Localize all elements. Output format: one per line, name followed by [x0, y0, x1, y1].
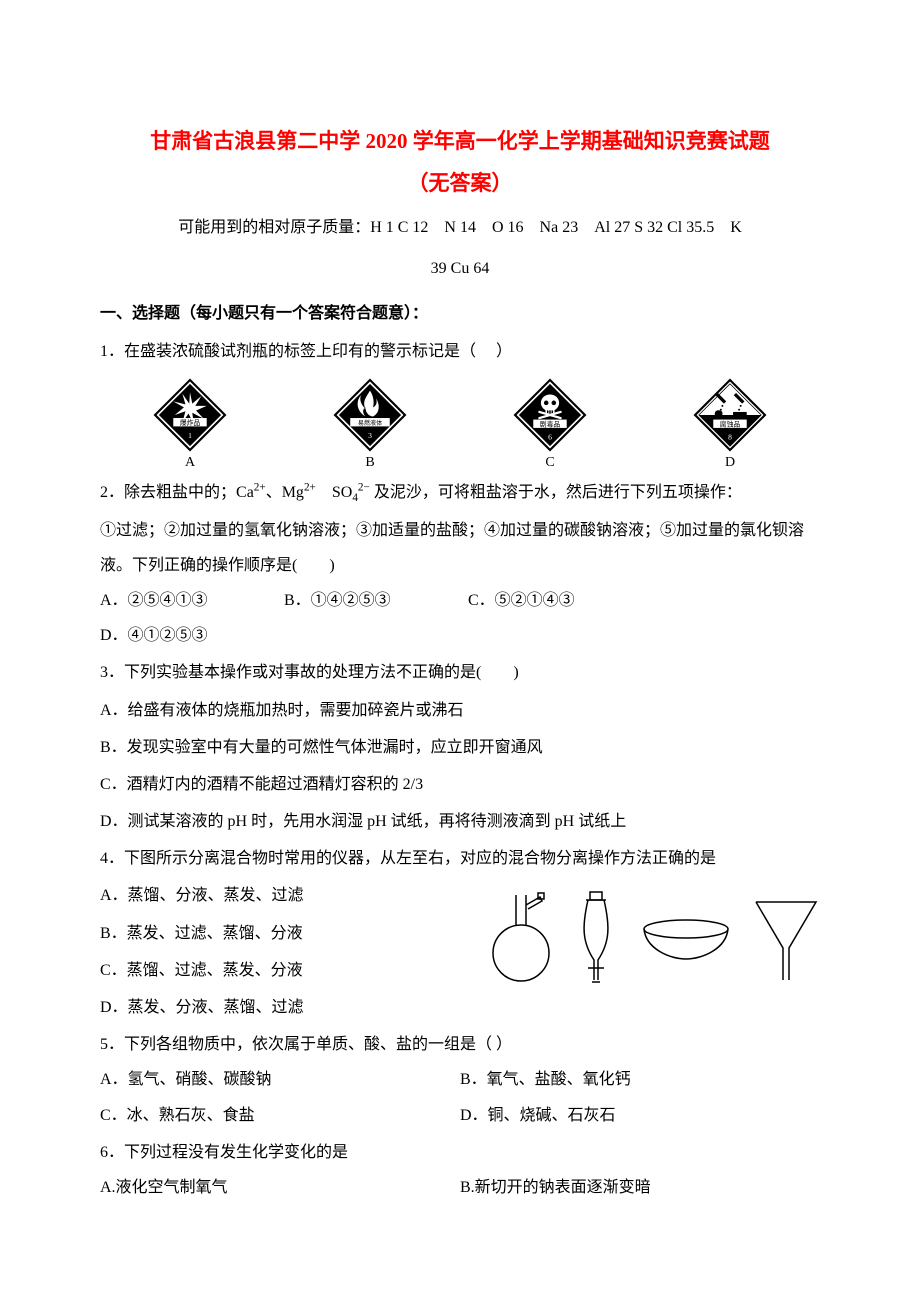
question-2: 2．除去粗盐中的；Ca2+、Mg2+ SO42− 及泥沙，可将粗盐溶于水，然后进…	[100, 475, 820, 511]
section-heading: 一、选择题（每小题只有一个答案符合题意）：	[100, 296, 820, 331]
question-2-line2: ①过滤；②加过量的氢氧化钠溶液；③加适量的盐酸；④加过量的碳酸钠溶液；⑤加过量的…	[100, 513, 820, 583]
sign-c-label: 剧毒品	[540, 419, 561, 428]
sign-c-num: 6	[548, 432, 552, 441]
q2-opt-b: B．①④②⑤③	[284, 583, 464, 618]
q2-opt-c: C．⑤②①④③	[468, 583, 648, 618]
q4-opt-a: A．蒸馏、分液、蒸发、过滤	[100, 878, 490, 913]
q5-opt-b: B．氧气、盐酸、氧化钙	[460, 1062, 820, 1097]
q2-formula: Ca2+、Mg2+ SO42−	[236, 484, 370, 501]
glassware-row	[490, 886, 820, 994]
sign-d-label: 腐蚀品	[720, 419, 741, 428]
question-3: 3．下列实验基本操作或对事故的处理方法不正确的是( )	[100, 655, 820, 690]
question-6: 6．下列过程没有发生化学变化的是	[100, 1135, 820, 1170]
atomic-mass-line2: 39 Cu 64	[100, 251, 820, 286]
q3-opt-c: C．酒精灯内的酒精不能超过酒精灯容积的 2/3	[100, 767, 820, 802]
sign-c-block: 剧毒品 6 C	[495, 377, 605, 471]
question-1: 1．在盛装浓硫酸试剂瓶的标签上印有的警示标记是（ ）	[100, 334, 820, 369]
q5-opt-a: A．氢气、硝酸、碳酸钠	[100, 1062, 460, 1097]
sign-b-block: 易燃液体 3 B	[315, 377, 425, 471]
sign-d-num: 8	[728, 432, 732, 441]
q2-prefix: 2．除去粗盐中的；	[100, 484, 236, 501]
toxic-sign-icon: 剧毒品 6	[512, 377, 588, 453]
q6-opt-a: A.液化空气制氧气	[100, 1170, 460, 1205]
sign-c-letter: C	[545, 455, 554, 471]
sign-b-letter: B	[365, 455, 374, 471]
q3-opt-b: B．发现实验室中有大量的可燃性气体泄漏时，应立即开窗通风	[100, 730, 820, 765]
q4-opt-b: B．蒸发、过滤、蒸馏、分液	[100, 916, 490, 951]
atomic-mass-line1: 可能用到的相对原子质量：H 1 C 12 N 14 O 16 Na 23 Al …	[100, 210, 820, 245]
separating-funnel-icon	[572, 886, 620, 994]
evaporating-dish-icon	[640, 917, 732, 963]
q3-opt-a: A．给盛有液体的烧瓶加热时，需要加碎瓷片或沸石	[100, 693, 820, 728]
sign-a-label: 爆炸品	[180, 418, 201, 427]
q2-opt-a: A．②⑤④①③	[100, 583, 280, 618]
flammable-sign-icon: 易燃液体 3	[332, 377, 408, 453]
corrosive-sign-icon: 腐蚀品 8	[692, 377, 768, 453]
q2-suffix: 及泥沙，可将粗盐溶于水，然后进行下列五项操作：	[370, 484, 742, 501]
page-subtitle: （无答案）	[100, 162, 820, 204]
sign-d-block: 腐蚀品 8 D	[675, 377, 785, 471]
q4-opt-c: C．蒸馏、过滤、蒸发、分液	[100, 953, 490, 988]
explosive-sign-icon: 爆炸品 1	[152, 377, 228, 453]
q4-opt-d: D．蒸发、分液、蒸馏、过滤	[100, 990, 490, 1025]
q5-opt-c: C．冰、熟石灰、食盐	[100, 1098, 460, 1133]
sign-b-num: 3	[368, 431, 372, 440]
distillation-flask-icon	[490, 891, 552, 989]
question-5: 5．下列各组物质中，依次属于单质、酸、盐的一组是（ ）	[100, 1027, 820, 1062]
q5-opt-d: D．铜、烧碱、石灰石	[460, 1098, 820, 1133]
page-title: 甘肃省古浪县第二中学 2020 学年高一化学上学期基础知识竞赛试题	[100, 120, 820, 162]
q3-opt-d: D．测试某溶液的 pH 时，先用水润湿 pH 试纸，再将待测液滴到 pH 试纸上	[100, 804, 820, 839]
hazard-signs-row: 爆炸品 1 A 易燃液体 3 B	[100, 377, 820, 471]
question-4: 4．下图所示分离混合物时常用的仪器，从左至右，对应的混合物分离操作方法正确的是	[100, 841, 820, 876]
sign-d-letter: D	[725, 455, 735, 471]
q2-options: A．②⑤④①③ B．①④②⑤③ C．⑤②①④③ D．④①②⑤③	[100, 583, 820, 653]
sign-a-letter: A	[185, 455, 195, 471]
q6-opt-b: B.新切开的钠表面逐渐变暗	[460, 1170, 820, 1205]
q2-opt-d: D．④①②⑤③	[100, 618, 273, 653]
funnel-icon	[752, 896, 820, 984]
sign-a-block: 爆炸品 1 A	[135, 377, 245, 471]
sign-a-num: 1	[188, 431, 192, 440]
